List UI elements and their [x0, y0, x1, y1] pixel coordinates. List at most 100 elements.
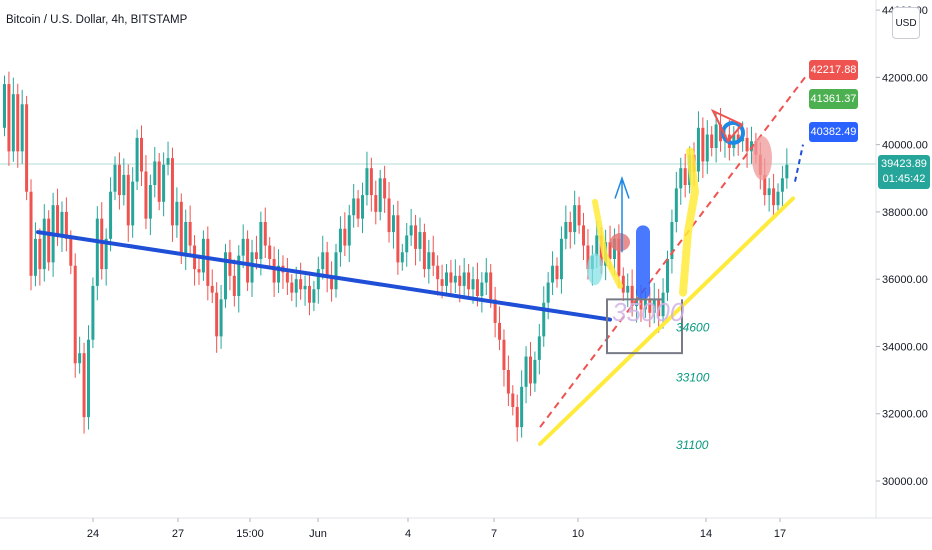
candle-body — [64, 211, 68, 239]
candle-body — [38, 238, 42, 270]
candle-body — [652, 299, 656, 313]
candle-body — [109, 191, 113, 239]
candle-body — [679, 168, 683, 189]
candle-body — [436, 265, 440, 280]
candle-body — [148, 185, 152, 219]
candle-body — [259, 222, 263, 259]
candle-body — [705, 134, 709, 162]
candle-body — [60, 211, 64, 236]
candle-body — [480, 282, 484, 296]
y-tick-label: 34000.00 — [882, 341, 928, 353]
candle-body — [458, 275, 462, 286]
candle-body — [73, 265, 77, 364]
x-tick-label: 17 — [774, 528, 786, 540]
candle-body — [33, 238, 37, 276]
candle-body — [330, 275, 334, 290]
red-triangle — [710, 108, 744, 144]
candle-body — [95, 218, 99, 286]
candle-body — [82, 353, 86, 418]
axes-frame — [0, 0, 932, 519]
candle-body — [104, 238, 108, 270]
candle-body — [3, 84, 6, 128]
yellow-highlight-2 — [679, 147, 700, 297]
candle-body — [666, 259, 669, 293]
candle-body — [780, 178, 784, 192]
candle-body — [471, 279, 475, 290]
candle-body — [179, 201, 183, 256]
range-box — [606, 299, 683, 355]
candle-body — [356, 198, 360, 219]
candle-body — [427, 252, 431, 270]
candle-body — [661, 292, 665, 317]
blue-pill-marker — [636, 225, 650, 300]
candle-body — [577, 205, 581, 226]
candle-body — [670, 222, 674, 259]
candle-body — [352, 198, 356, 216]
red-marker — [610, 233, 630, 252]
candle-body — [42, 218, 46, 270]
price-tag: 40382.49 — [809, 121, 858, 142]
candle-body — [157, 161, 161, 202]
candle-body — [170, 158, 174, 226]
candle-body — [736, 134, 740, 142]
bar-countdown: 01:45:42 — [882, 173, 926, 185]
candle-body — [347, 215, 351, 246]
candle-body — [542, 302, 546, 337]
blue-trendline — [36, 230, 612, 322]
candle-body — [462, 272, 466, 286]
candle-body — [745, 137, 749, 152]
candle-body — [117, 164, 121, 196]
currency-button[interactable]: USD — [892, 7, 920, 39]
symbol-title: Bitcoin / U.S. Dollar, 4h, BITSTAMP — [6, 14, 188, 26]
x-tick-label: 7 — [491, 528, 497, 540]
candle-body — [391, 215, 395, 233]
candle-body — [551, 265, 555, 283]
y-tick-label: 42000.00 — [882, 72, 928, 84]
price-annotation: 33100 — [676, 371, 710, 385]
candle-body — [78, 353, 82, 364]
candle-body — [312, 289, 316, 303]
candle-body — [135, 137, 139, 182]
candle-body — [334, 252, 338, 290]
candle-body — [153, 161, 157, 185]
candle-body — [299, 279, 303, 290]
y-axis: 44000.0042000.0040000.0038000.0036000.00… — [876, 5, 928, 488]
candle-body — [25, 104, 29, 192]
candle-body — [144, 171, 148, 219]
candle-body — [533, 359, 537, 384]
candle-body — [294, 279, 298, 293]
candle-body — [228, 252, 232, 276]
candle-body — [776, 191, 780, 206]
candle-body — [7, 84, 11, 152]
yellow-support-line — [538, 196, 795, 446]
candle-body — [710, 134, 714, 148]
candle-body — [369, 168, 373, 196]
candle-body — [586, 245, 590, 270]
candle-body — [246, 238, 250, 283]
candle-body — [166, 158, 170, 165]
candle-body — [763, 174, 767, 196]
candle-body — [126, 174, 130, 226]
candle-body — [683, 168, 687, 185]
candle-body — [197, 269, 201, 273]
candle-body — [719, 124, 723, 142]
candle-body — [772, 188, 776, 206]
x-tick-label: 15:00 — [236, 528, 264, 540]
candle-body — [453, 275, 457, 283]
x-tick-label: 4 — [405, 528, 411, 540]
price-annotation: 35000 — [612, 297, 685, 327]
candle-body — [573, 205, 577, 233]
candle-body — [241, 238, 245, 256]
candle-body — [277, 265, 281, 283]
candle-body — [502, 339, 506, 370]
candle-body — [696, 127, 700, 172]
candle-body — [100, 218, 104, 270]
candle-body — [506, 370, 510, 394]
candle-body — [325, 252, 329, 276]
candle-body — [383, 178, 387, 199]
current-price-tag: 39423.89 01:45:42 — [878, 155, 930, 189]
candle-body — [16, 94, 20, 152]
candle-body — [409, 225, 413, 236]
candle-body — [365, 168, 369, 196]
